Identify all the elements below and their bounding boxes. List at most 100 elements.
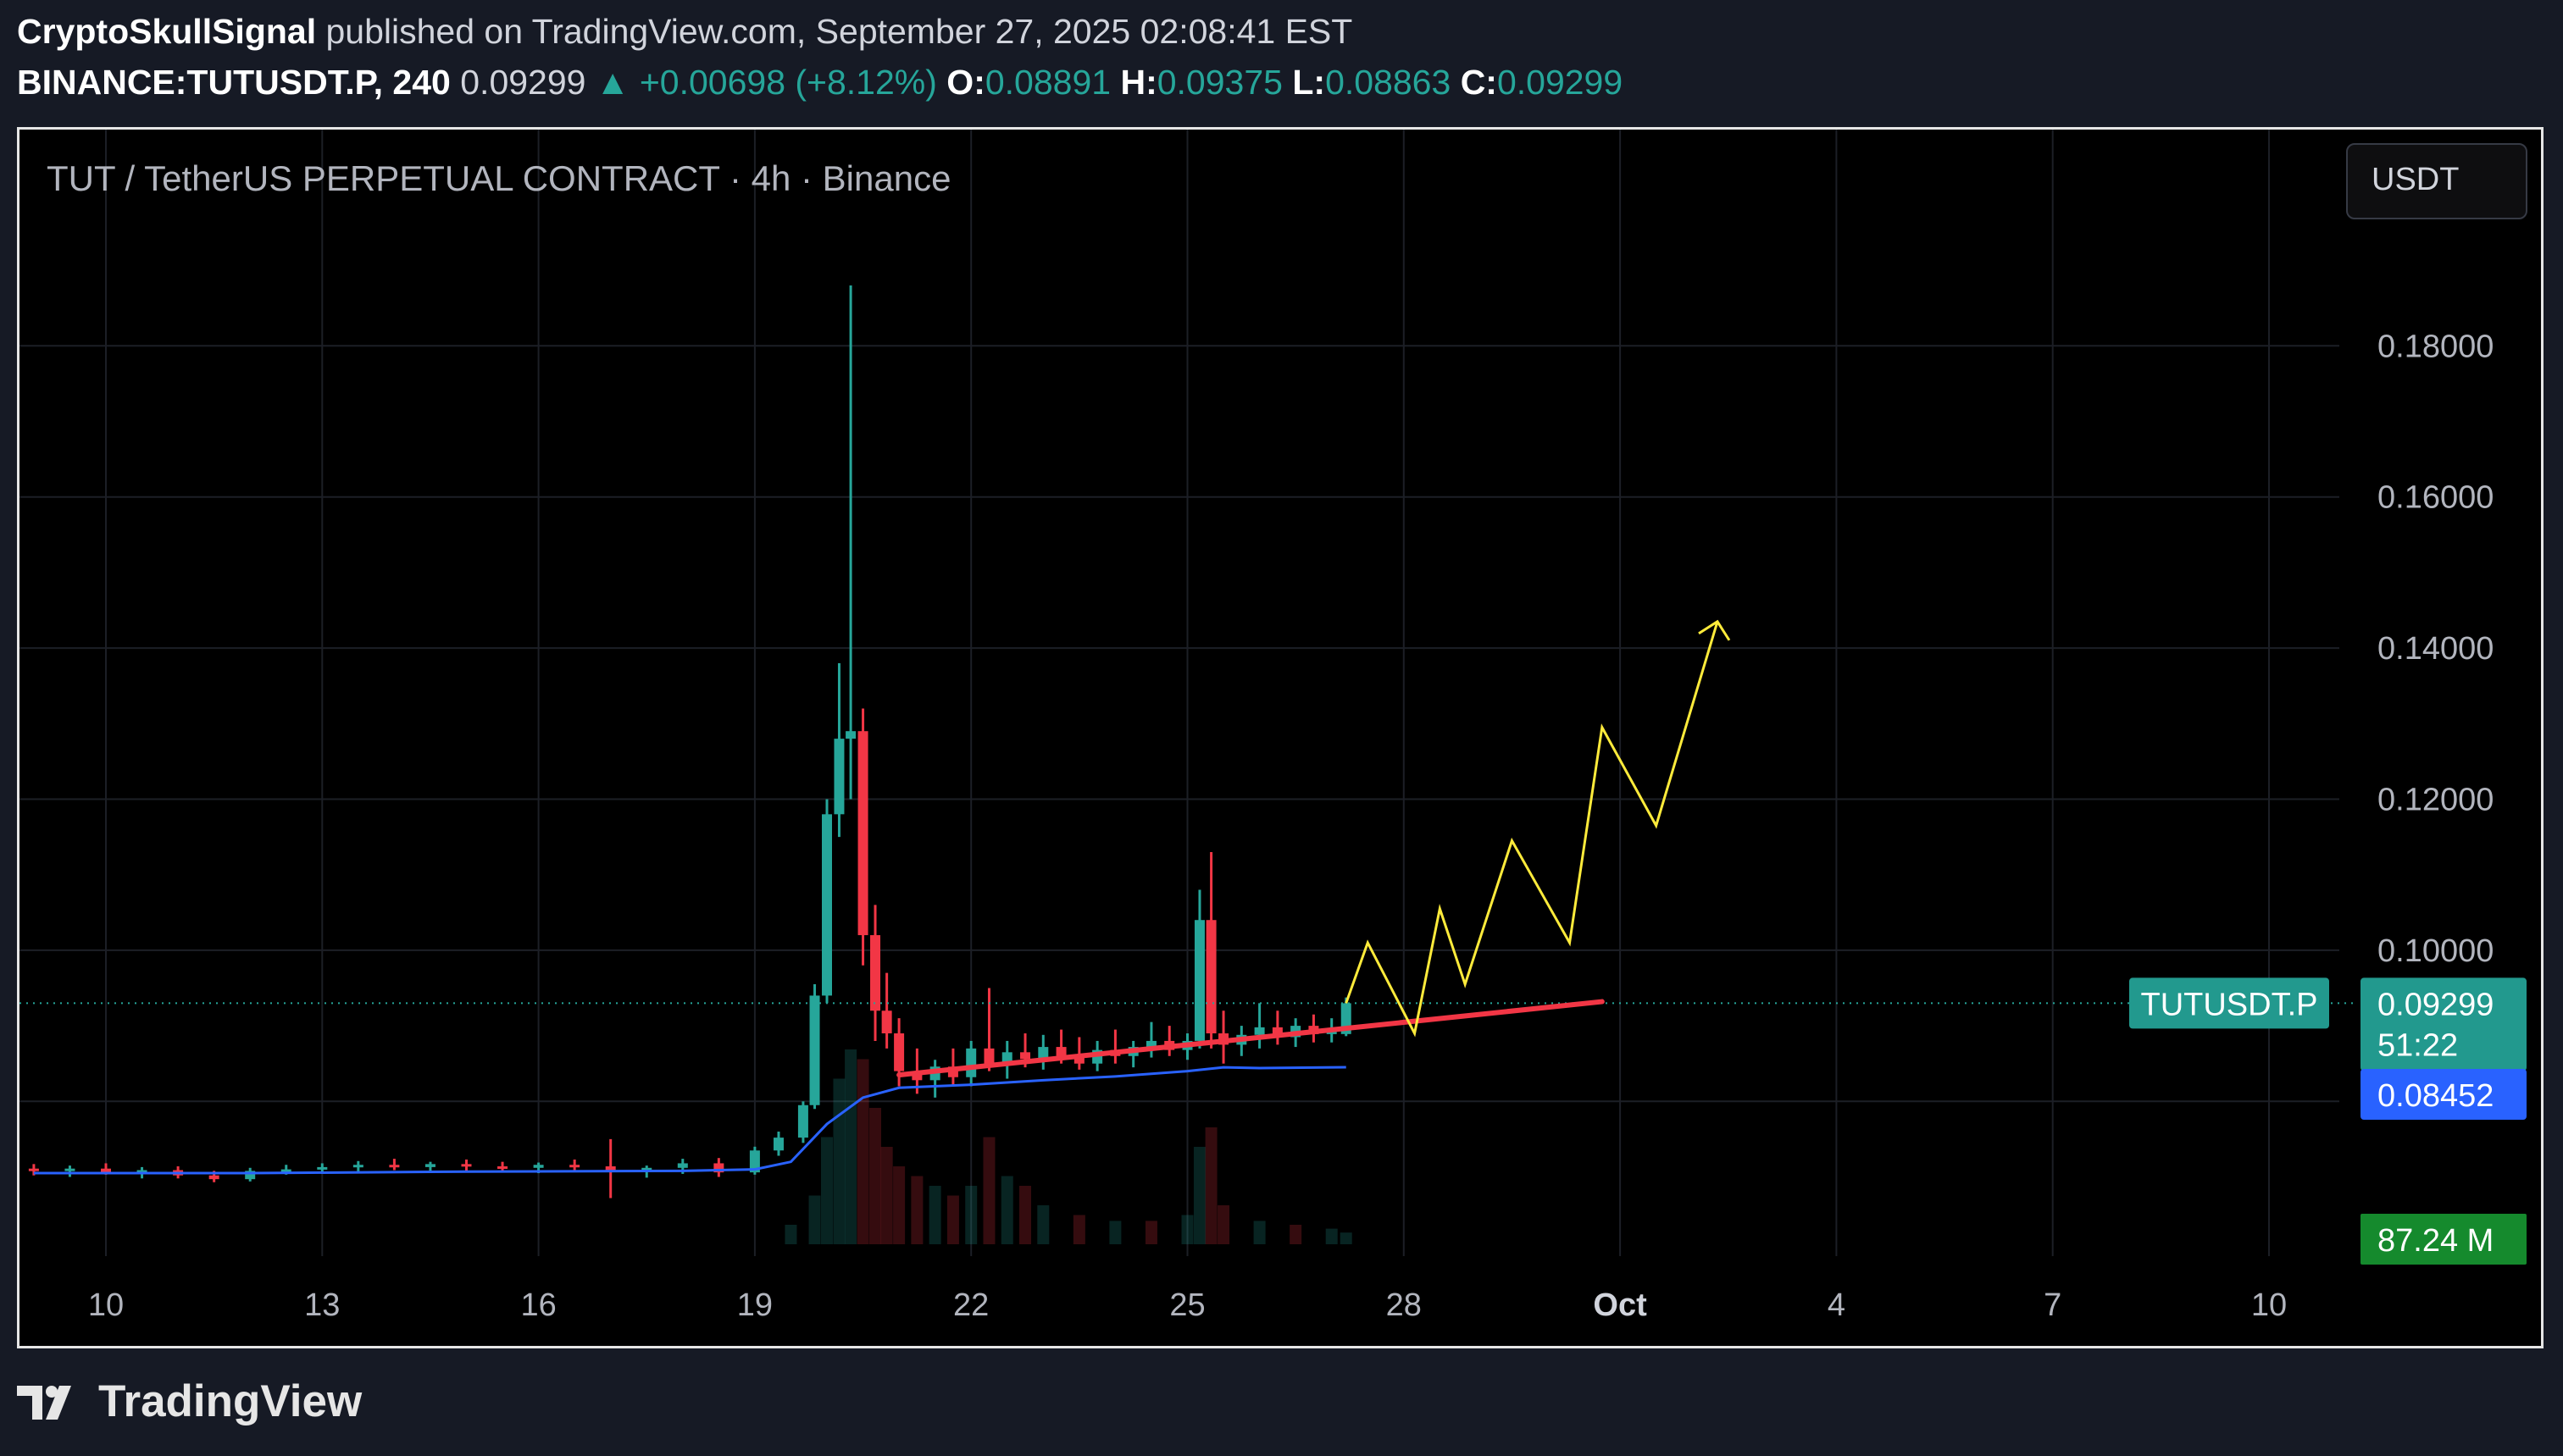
- time-axis-label: 16: [520, 1287, 556, 1323]
- volume-tag-bg: [2361, 1214, 2527, 1265]
- candle-body: [966, 1048, 977, 1077]
- candle-body: [101, 1168, 111, 1173]
- symbol-info-line: BINANCE:TUTUSDT.P, 240 0.09299 ▲ +0.0069…: [17, 63, 1623, 102]
- candle-body: [497, 1166, 508, 1170]
- candle-body: [677, 1163, 688, 1168]
- current-price: 0.09299: [460, 63, 586, 102]
- volume-bar: [893, 1166, 906, 1244]
- symbol-tag: TUTUSDT.P: [2141, 987, 2318, 1022]
- volume-bar: [1340, 1232, 1352, 1244]
- time-axis-label: 10: [88, 1287, 124, 1323]
- ma-value-tag: 0.08452: [2377, 1078, 2494, 1114]
- volume-bar: [929, 1186, 941, 1244]
- volume-bar: [983, 1137, 996, 1244]
- volume-bar: [1218, 1205, 1230, 1244]
- volume-bars: [785, 1049, 1352, 1244]
- projection-arrowhead: [1698, 619, 1731, 641]
- candle-body: [749, 1150, 760, 1173]
- high-label: H:: [1120, 63, 1157, 102]
- last-price-tag: 0.09299: [2377, 987, 2494, 1022]
- tradingview-logo[interactable]: TradingView: [17, 1376, 362, 1431]
- volume-bar: [1193, 1147, 1206, 1244]
- grid-lines: [19, 130, 2339, 1256]
- candle-body: [208, 1175, 219, 1180]
- candle-body: [984, 1048, 995, 1064]
- volume-bar: [821, 1137, 833, 1244]
- chart-title: TUT / TetherUS PERPETUAL CONTRACT · 4h ·…: [47, 158, 951, 198]
- time-axis: 10 13 16 19 22 25 28 Oct 4 7 10: [88, 1287, 2287, 1323]
- high-value: 0.09375: [1157, 63, 1283, 102]
- time-axis-label: 28: [1386, 1287, 1422, 1323]
- candle-body: [605, 1166, 616, 1171]
- publish-line: CryptoSkullSignal published on TradingVi…: [17, 12, 1352, 52]
- candle-body: [280, 1169, 291, 1172]
- open-label: O:: [946, 63, 985, 102]
- moving-average-line: [33, 1066, 1346, 1175]
- volume-bar: [1109, 1221, 1122, 1244]
- candle-body: [461, 1164, 472, 1167]
- tradingview-logo-icon: [17, 1386, 71, 1420]
- candle-body: [389, 1165, 400, 1168]
- volume-bar: [1001, 1176, 1013, 1244]
- time-axis-label: 22: [953, 1287, 989, 1323]
- low-value: 0.08863: [1325, 63, 1451, 102]
- price-axis: 0.18000 0.16000 0.14000 0.12000 0.10000: [2377, 329, 2494, 969]
- volume-bar: [845, 1049, 857, 1244]
- author-name[interactable]: CryptoSkullSignal: [17, 12, 317, 51]
- time-axis-label: 7: [2044, 1287, 2061, 1323]
- candlesticks: [28, 285, 1351, 1199]
- candle-body: [857, 731, 868, 936]
- volume-tag: 87.24 M: [2377, 1223, 2494, 1259]
- volume-bar: [857, 1059, 869, 1244]
- candle-body: [1073, 1055, 1085, 1064]
- chart-overlays: [19, 619, 2356, 1175]
- candle-body: [912, 1071, 923, 1081]
- volume-bar: [869, 1108, 882, 1244]
- time-axis-label: 13: [304, 1287, 340, 1323]
- price-axis-label: 0.18000: [2377, 329, 2494, 364]
- price-axis-label: 0.16000: [2377, 480, 2494, 516]
- candle-body: [533, 1165, 544, 1168]
- candle-body: [352, 1165, 363, 1168]
- publish-info: published on TradingView.com, September …: [316, 12, 1353, 51]
- candle-body: [424, 1164, 435, 1167]
- projection-path: [1345, 621, 1719, 1038]
- candle-body: [1272, 1027, 1283, 1038]
- close-value: 0.09299: [1496, 63, 1623, 102]
- candle-body: [1020, 1052, 1031, 1060]
- close-label: C:: [1460, 63, 1497, 102]
- volume-bar: [1325, 1228, 1338, 1244]
- candle-body: [28, 1168, 39, 1171]
- support-trendline: [896, 999, 1605, 1078]
- open-value: 0.08891: [985, 63, 1112, 102]
- candle-body: [894, 1033, 905, 1071]
- volume-bar: [1145, 1221, 1157, 1244]
- candle-body: [713, 1163, 724, 1173]
- price-chart[interactable]: 0.18000 0.16000 0.14000 0.12000 0.10000 10 13…: [19, 130, 2541, 1346]
- time-axis-label: Oct: [1593, 1287, 1647, 1323]
- ma-tag-bg: [2361, 1069, 2527, 1120]
- candle-body: [846, 731, 857, 739]
- chart-frame[interactable]: 0.18000 0.16000 0.14000 0.12000 0.10000 10 13…: [17, 127, 2544, 1348]
- volume-bar: [880, 1147, 893, 1244]
- time-axis-label: 10: [2251, 1287, 2287, 1323]
- countdown-tag: 51:22: [2377, 1027, 2458, 1063]
- volume-bar: [833, 1078, 846, 1244]
- candle-body: [317, 1166, 328, 1170]
- tradingview-logo-text: TradingView: [98, 1376, 363, 1426]
- candle-body: [1056, 1047, 1067, 1056]
- candle-body: [797, 1104, 808, 1138]
- candle-body: [834, 739, 845, 815]
- currency-button[interactable]: USDT: [2346, 143, 2527, 219]
- candle-body: [1194, 920, 1205, 1041]
- volume-bar: [1253, 1221, 1266, 1244]
- volume-bar: [1037, 1205, 1050, 1244]
- volume-bar: [1073, 1215, 1085, 1244]
- volume-bar: [1205, 1127, 1218, 1244]
- candle-body: [1206, 920, 1217, 1034]
- candle-body: [64, 1168, 75, 1171]
- symbol-name: BINANCE:TUTUSDT.P, 240: [17, 63, 451, 102]
- time-axis-label: 4: [1828, 1287, 1845, 1323]
- volume-bar: [911, 1176, 924, 1244]
- candle-body: [822, 814, 832, 996]
